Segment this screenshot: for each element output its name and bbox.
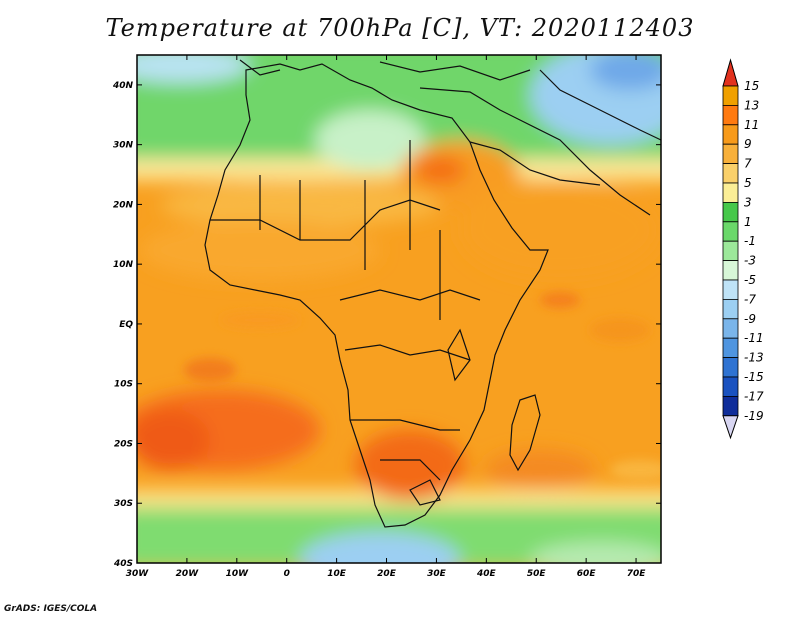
colorbar-bottom-arrow: [722, 415, 739, 440]
map-frame: [136, 54, 662, 564]
colorbar-label: 11: [744, 118, 759, 132]
lat-tick-label: 30S: [114, 499, 133, 509]
colorbar-label: -9: [744, 312, 756, 326]
colorbar-label: -15: [744, 370, 764, 384]
colorbar-label: 15: [744, 79, 759, 93]
colorbar-label: 7: [744, 157, 752, 171]
lon-tick-label: 50E: [527, 569, 547, 579]
colorbar-label: -7: [744, 292, 756, 306]
colorbar-label: -1: [744, 234, 756, 248]
colorbar-label: 5: [744, 176, 752, 190]
colorbar-label: 9: [744, 137, 752, 151]
lon-tick-label: 60E: [577, 569, 597, 579]
lon-tick-label: 30W: [126, 569, 150, 579]
colorbar-label: -13: [744, 351, 764, 365]
colorbar-label: -19: [744, 409, 764, 423]
colorbar-swatch: [722, 201, 739, 223]
colorbar-swatch: [722, 395, 739, 417]
lon-tick-label: 10E: [327, 569, 347, 579]
lat-tick-label: 20S: [114, 439, 133, 449]
lat-tick-label: 10S: [114, 380, 133, 390]
colorbar-swatch: [722, 337, 739, 359]
lat-tick-label: 40S: [113, 559, 133, 569]
lon-tick-label: 0: [284, 569, 290, 579]
lat-tick-label: 30N: [113, 141, 134, 151]
colorbar-swatch: [722, 182, 739, 203]
colorbar-swatch: [722, 143, 739, 164]
colorbar-swatch: [722, 279, 739, 300]
temperature-field: [137, 55, 661, 563]
colorbar-swatch: [722, 105, 739, 126]
colorbar-label: 1: [744, 215, 752, 229]
map-axes: 30W 20W 10W 0 10E 20E 30E 40E 50E 60E 70E 40N 30N 20N…: [112, 55, 661, 579]
colorbar-swatch: [722, 240, 739, 261]
colorbar-swatch: [722, 221, 739, 242]
colorbar-top-arrow: [722, 58, 739, 87]
colorbar-label: -11: [744, 331, 764, 345]
colorbar-swatch: [722, 124, 739, 145]
lat-tick-label: 10N: [113, 260, 134, 270]
chart-title: Temperature at 700hPa [C], VT: 202011240…: [105, 14, 695, 42]
lon-tick-label: 10W: [226, 569, 250, 579]
lon-tick-label: 40E: [476, 569, 497, 579]
lat-tick-label: 40N: [112, 81, 134, 91]
colorbar-label: -3: [744, 254, 756, 268]
colorbar-swatch: [722, 85, 739, 106]
colorbar-swatch: [722, 260, 739, 281]
colorbar-label: 3: [744, 195, 752, 209]
lat-tick-label: 20N: [113, 200, 134, 210]
colorbar-swatch: [722, 376, 739, 397]
lon-tick-label: 30E: [427, 569, 447, 579]
colorbar-swatch: [722, 318, 739, 339]
colorbar-label: -5: [744, 273, 756, 287]
coastline-africa: [204, 59, 661, 528]
colorbar-label: 13: [744, 98, 759, 112]
colorbar-label: -17: [744, 389, 764, 403]
colorbar-swatch: [722, 298, 739, 320]
lat-tick-label: EQ: [119, 320, 133, 330]
lon-tick-label: 20E: [377, 569, 397, 579]
colorbar-swatch: [722, 163, 739, 184]
lon-tick-label: 70E: [627, 569, 647, 579]
footer-credit: GrADS: IGES/COLA: [4, 604, 98, 614]
colorbar: 15 13 11 9 7 5 3 1 -1 -3 -5 -7 -9 -11 -13 -15 -17 -19: [722, 58, 764, 440]
lon-tick-label: 20W: [176, 569, 200, 579]
colorbar-swatch: [722, 357, 739, 378]
